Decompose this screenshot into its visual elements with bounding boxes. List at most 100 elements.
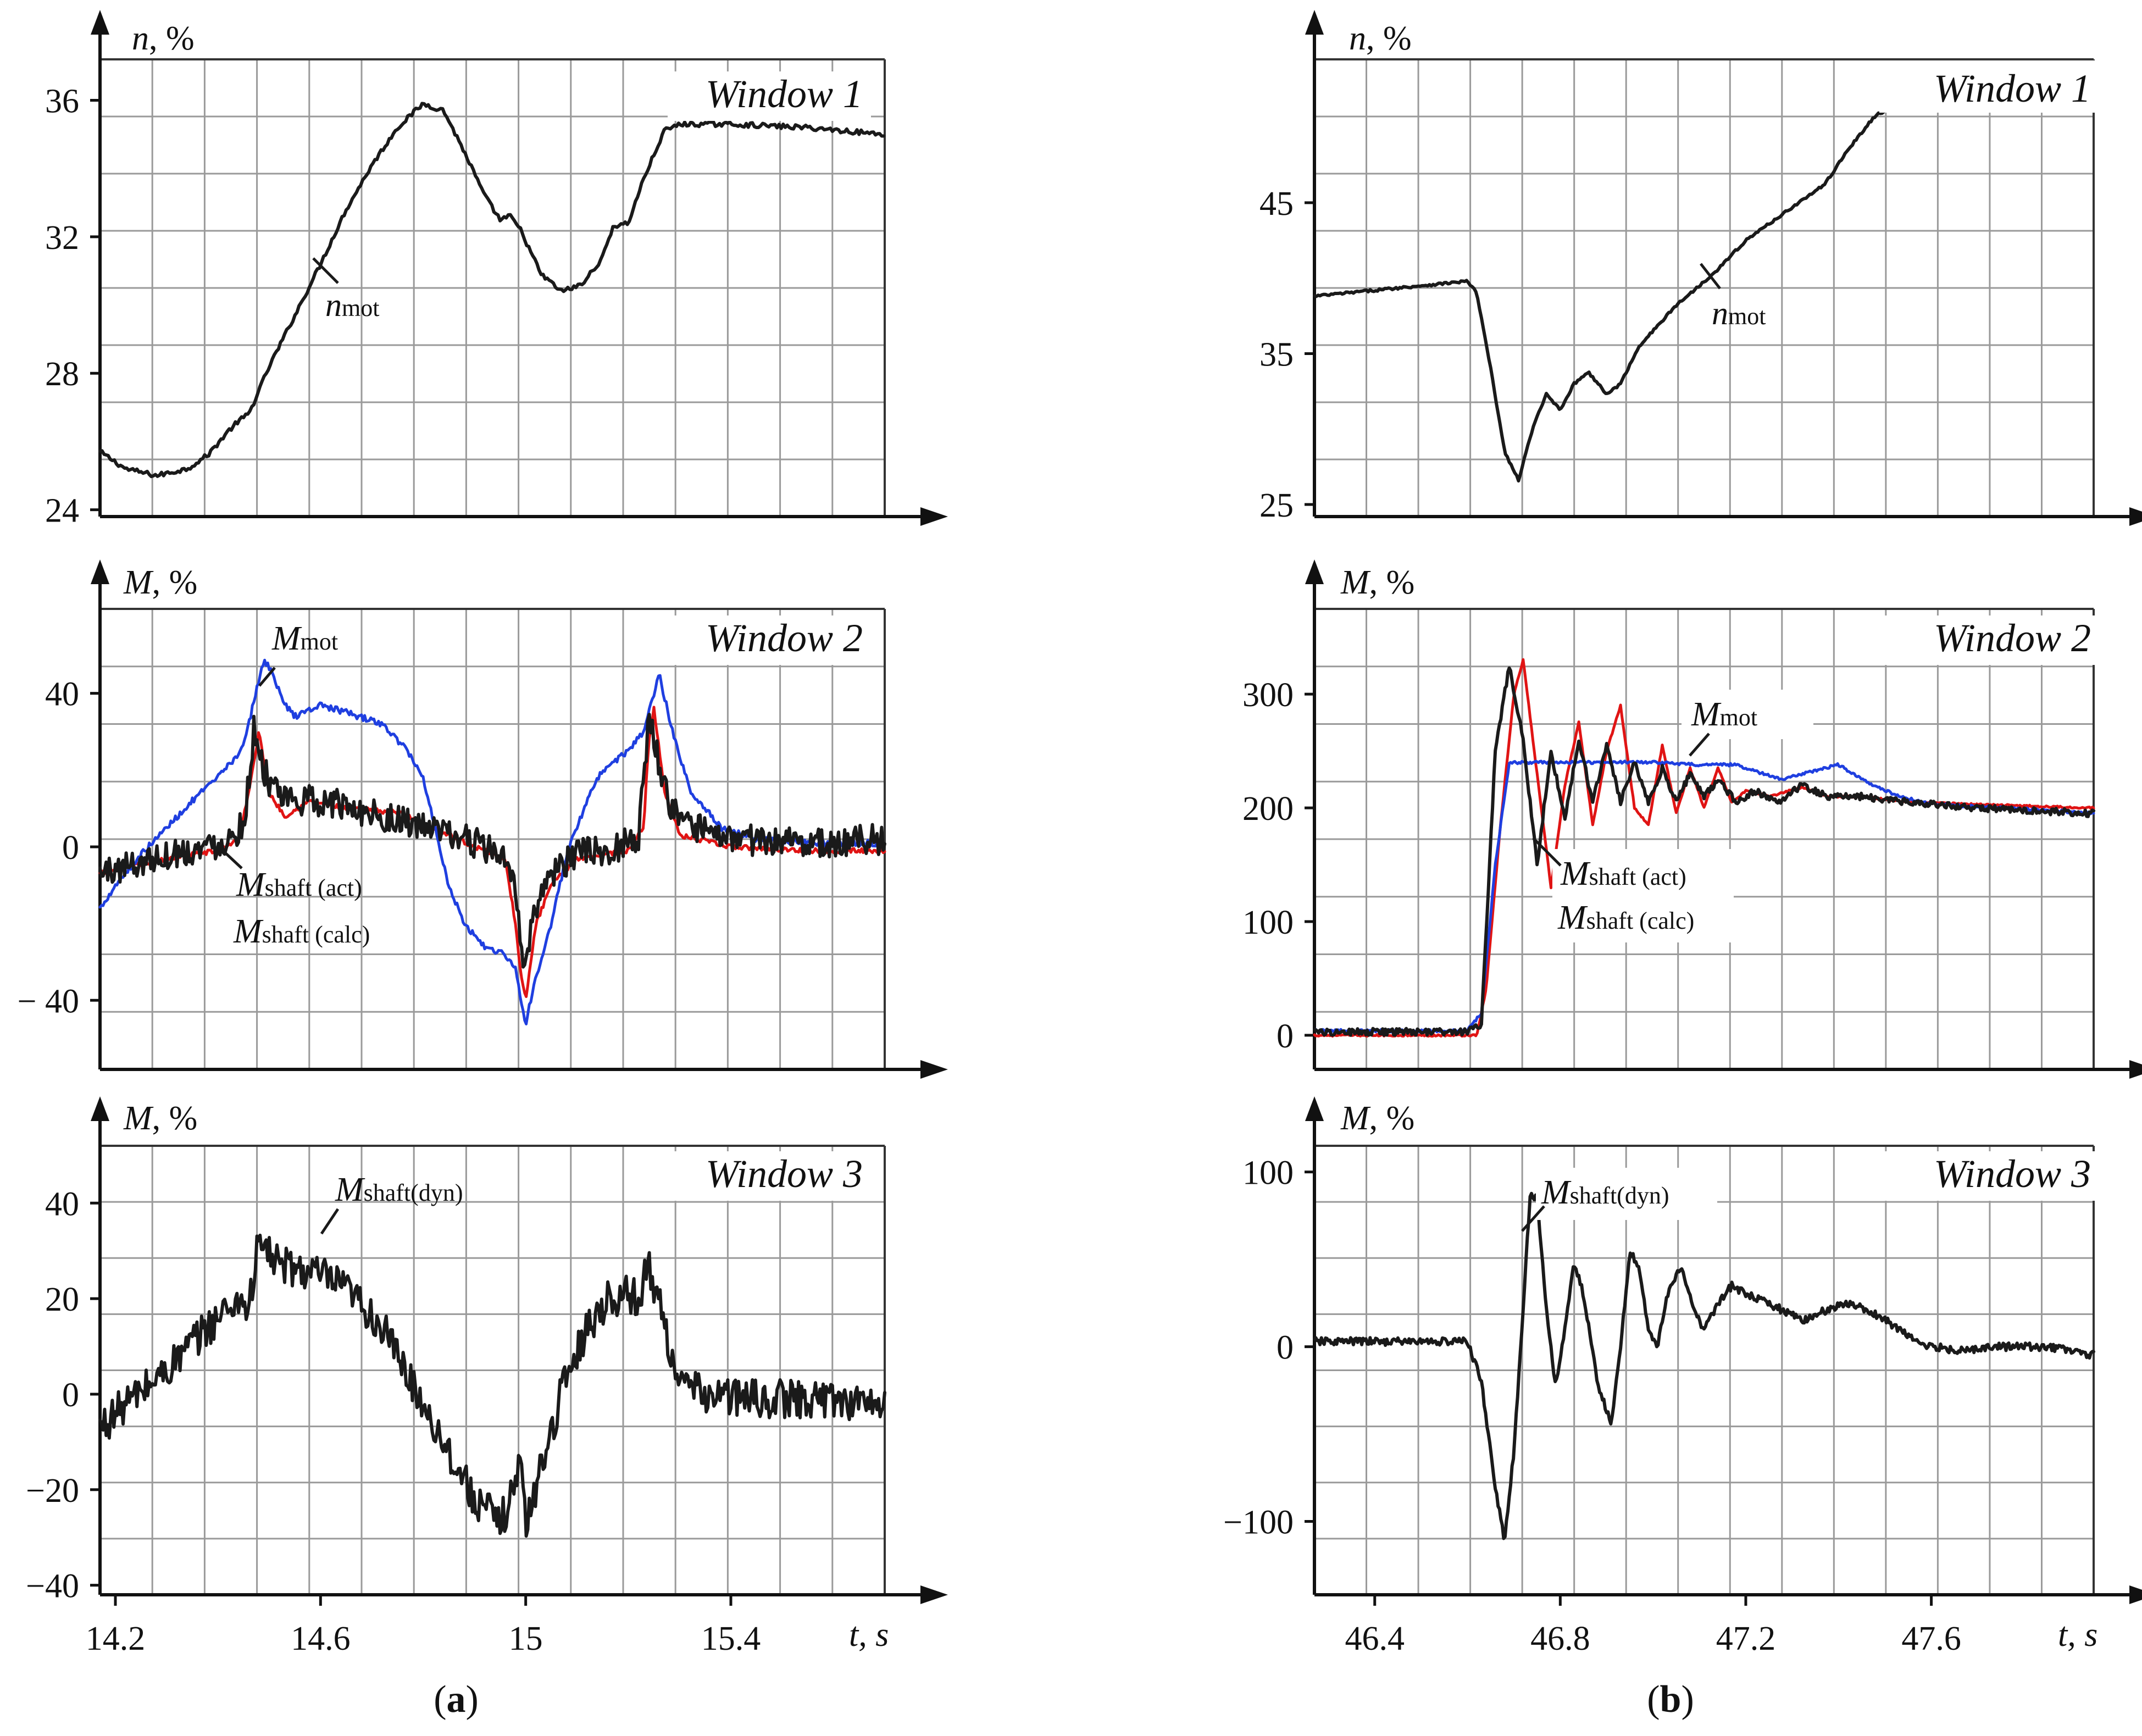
y-tick-label: 0 bbox=[62, 829, 79, 867]
x-axis-label: t, s bbox=[849, 1616, 889, 1654]
window-label-box bbox=[668, 1151, 871, 1201]
annotation-leader bbox=[1700, 263, 1721, 290]
annotation-nmot: nmot bbox=[325, 287, 379, 323]
grid bbox=[1314, 59, 2094, 517]
panel-caption-b: (b) bbox=[1647, 1678, 1694, 1721]
series-nmot bbox=[98, 102, 886, 479]
y-tick-label: 300 bbox=[1242, 676, 1294, 714]
x-tick-label: 15 bbox=[509, 1620, 543, 1657]
window-label-box bbox=[668, 71, 871, 121]
x-tick-label: 46.4 bbox=[1345, 1620, 1405, 1657]
annotation-mmot: Mmot bbox=[271, 620, 338, 657]
y-axis-arrow bbox=[91, 1096, 109, 1121]
y-tick-label: 36 bbox=[45, 83, 79, 120]
window-label: Window 1 bbox=[706, 72, 863, 116]
y-tick-label: 100 bbox=[1242, 904, 1294, 941]
x-axis-arrow bbox=[920, 1585, 948, 1604]
annotation-nmot: nmot bbox=[1712, 295, 1766, 331]
x-axis-arrow bbox=[920, 1060, 948, 1079]
window-label-box bbox=[1879, 1151, 2096, 1201]
window-label: Window 1 bbox=[1934, 66, 2091, 110]
x-axis-label: t, s bbox=[2058, 1616, 2097, 1654]
y-axis-arrow bbox=[91, 10, 109, 35]
grid bbox=[1314, 609, 2094, 1069]
x-tick-label: 46.8 bbox=[1530, 1620, 1590, 1657]
y-tick-label: −40 bbox=[26, 1568, 79, 1605]
y-tick-label: −100 bbox=[1223, 1504, 1294, 1541]
y-axis-label: M, % bbox=[123, 564, 197, 601]
y-axis-arrow bbox=[1305, 559, 1324, 584]
y-tick-label: 40 bbox=[45, 1185, 79, 1223]
annotation-leader bbox=[216, 844, 243, 869]
panel-b-window2: 0 100 200 300 Window 2 M, % Mmot Mshaft (ac… bbox=[1242, 559, 2142, 1079]
annotation-mshaft-dyn: Mshaft(dyn) bbox=[335, 1171, 463, 1208]
grid bbox=[1314, 1146, 2094, 1595]
grid bbox=[100, 1146, 885, 1595]
annotation-leader bbox=[320, 1208, 340, 1235]
x-axis-arrow bbox=[920, 507, 948, 526]
x-tick-label: 15.4 bbox=[701, 1620, 761, 1657]
annotation-mshaft-act: Mshaft (act) bbox=[1560, 855, 1686, 892]
y-axis-label: M, % bbox=[1340, 564, 1414, 601]
x-tick-label: 47.2 bbox=[1716, 1620, 1776, 1657]
x-axis-arrow bbox=[2129, 1060, 2142, 1079]
y-axis-arrow bbox=[1305, 1096, 1324, 1121]
x-tick-label: 47.6 bbox=[1901, 1620, 1961, 1657]
annotation-mmot: Mmot bbox=[1691, 696, 1757, 733]
y-axis-arrow bbox=[91, 559, 109, 584]
y-tick-label: 20 bbox=[45, 1281, 79, 1318]
annotation-mshaft-box bbox=[1552, 849, 1734, 942]
y-tick-label: 35 bbox=[1259, 336, 1294, 373]
panel-a-window1: 24 28 32 36 Window 1 n, % nmot bbox=[45, 10, 948, 530]
y-tick-label: 0 bbox=[1277, 1329, 1294, 1367]
y-axis-label: n, % bbox=[132, 20, 195, 57]
y-axis-arrow bbox=[1305, 10, 1324, 35]
y-tick-label: 40 bbox=[45, 676, 79, 713]
window-label: Window 3 bbox=[706, 1152, 863, 1196]
series-mshaft-dyn bbox=[98, 1233, 886, 1538]
annotation-mshaft-calc: Mshaft (calc) bbox=[233, 913, 370, 950]
grid bbox=[100, 59, 885, 517]
y-tick-label: −20 bbox=[26, 1472, 79, 1510]
window-label-box bbox=[1879, 615, 2096, 665]
panel-caption-a: (a) bbox=[434, 1678, 479, 1721]
annotation-mshaft-dyn: Mshaft(dyn) bbox=[1541, 1174, 1669, 1211]
annotation-mmot-box bbox=[1682, 690, 1813, 739]
window-label: Window 2 bbox=[706, 616, 863, 660]
window-label: Window 3 bbox=[1934, 1152, 2091, 1196]
annotation-leader bbox=[1689, 733, 1710, 757]
series-mshaft-act bbox=[98, 713, 886, 969]
x-tick-label: 14.2 bbox=[86, 1620, 146, 1657]
window-label-box bbox=[1879, 60, 2096, 113]
annotation-mshaft-calc: Mshaft (calc) bbox=[1557, 899, 1694, 936]
y-axis-label: n, % bbox=[1349, 20, 1412, 57]
y-tick-label: 200 bbox=[1242, 790, 1294, 828]
y-tick-label: 45 bbox=[1259, 185, 1294, 223]
annotation-leader bbox=[258, 667, 276, 687]
y-tick-label: − 40 bbox=[18, 983, 79, 1020]
y-tick-label: 28 bbox=[45, 356, 79, 393]
annotation-mshaft-dyn-box bbox=[1536, 1168, 1717, 1220]
x-axis-arrow bbox=[2129, 1585, 2142, 1604]
annotation-leader bbox=[312, 257, 339, 284]
annotation-leader bbox=[1532, 837, 1562, 867]
y-tick-label: 0 bbox=[62, 1377, 79, 1414]
annotation-leader bbox=[1521, 1205, 1545, 1232]
window-label: Window 2 bbox=[1934, 616, 2091, 660]
annotation-mshaft-act: Mshaft (act) bbox=[236, 866, 362, 903]
x-axis-arrow bbox=[2129, 507, 2142, 526]
series-nmot bbox=[1313, 98, 2095, 482]
series-mshaft-dyn bbox=[1313, 1191, 2095, 1540]
window-label-box bbox=[668, 615, 871, 665]
y-axis-label: M, % bbox=[123, 1100, 197, 1137]
y-axis-label: M, % bbox=[1340, 1100, 1414, 1137]
y-tick-label: 24 bbox=[45, 492, 79, 530]
y-tick-label: 0 bbox=[1277, 1018, 1294, 1055]
y-tick-label: 32 bbox=[45, 219, 79, 257]
y-tick-label: 100 bbox=[1242, 1155, 1294, 1192]
x-tick-label: 14.6 bbox=[291, 1620, 351, 1657]
y-tick-label: 25 bbox=[1259, 487, 1294, 524]
